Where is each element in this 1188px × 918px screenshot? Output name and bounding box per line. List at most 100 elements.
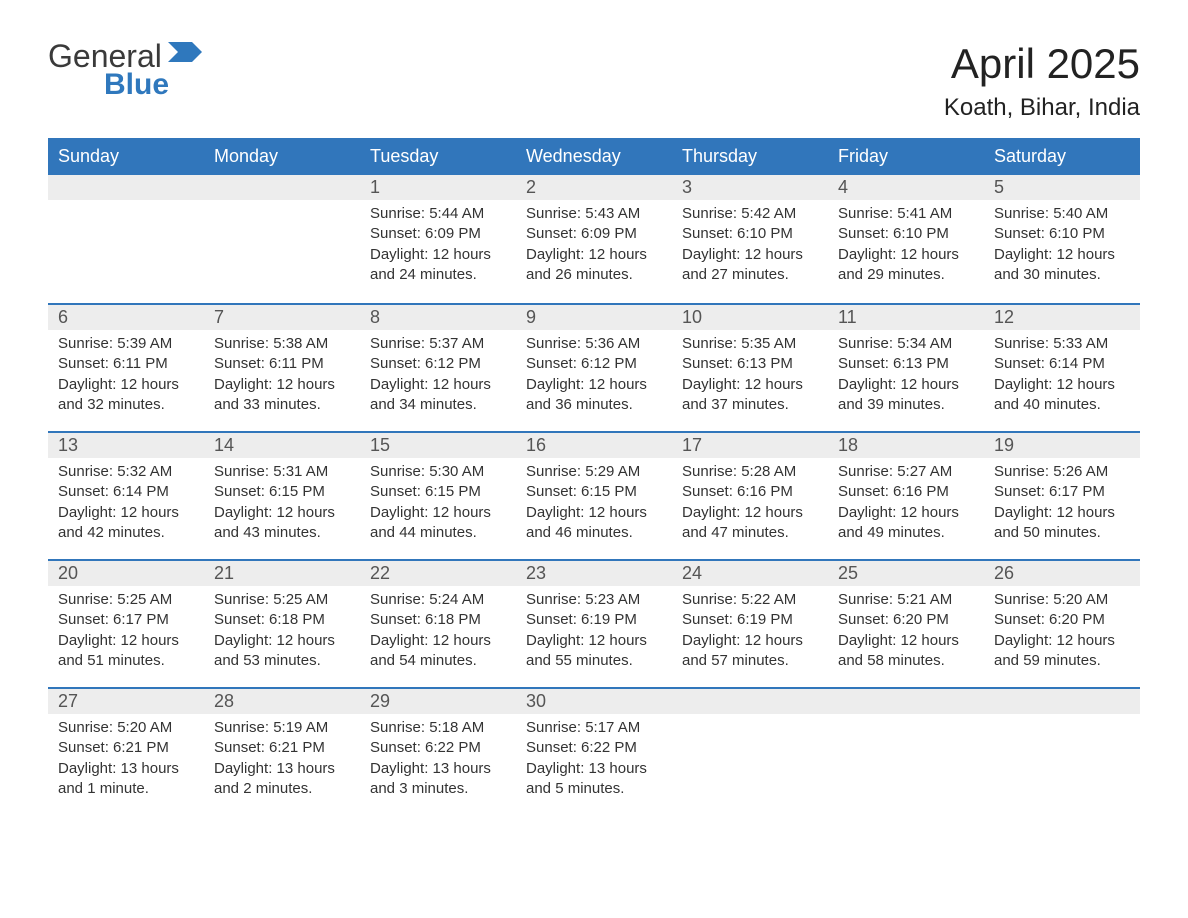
- day-number: 5: [984, 175, 1140, 200]
- day-details: Sunrise: 5:21 AMSunset: 6:20 PMDaylight:…: [828, 586, 984, 679]
- calendar-day-cell: 18Sunrise: 5:27 AMSunset: 6:16 PMDayligh…: [828, 431, 984, 559]
- daylight-text: Daylight: 12 hours and 47 minutes.: [682, 503, 818, 544]
- daylight-text: Daylight: 12 hours and 53 minutes.: [214, 631, 350, 672]
- calendar-day-cell: 25Sunrise: 5:21 AMSunset: 6:20 PMDayligh…: [828, 559, 984, 687]
- day-number: 15: [360, 431, 516, 458]
- sunrise-text: Sunrise: 5:25 AM: [214, 590, 350, 610]
- day-number: 4: [828, 175, 984, 200]
- sunrise-text: Sunrise: 5:25 AM: [58, 590, 194, 610]
- sunset-text: Sunset: 6:17 PM: [994, 482, 1130, 502]
- calendar-week-row: 20Sunrise: 5:25 AMSunset: 6:17 PMDayligh…: [48, 559, 1140, 687]
- sunrise-text: Sunrise: 5:20 AM: [58, 718, 194, 738]
- calendar-day-cell: 14Sunrise: 5:31 AMSunset: 6:15 PMDayligh…: [204, 431, 360, 559]
- calendar-week-row: 6Sunrise: 5:39 AMSunset: 6:11 PMDaylight…: [48, 303, 1140, 431]
- daylight-text: Daylight: 13 hours and 2 minutes.: [214, 759, 350, 800]
- daylight-text: Daylight: 12 hours and 39 minutes.: [838, 375, 974, 416]
- sunset-text: Sunset: 6:18 PM: [214, 610, 350, 630]
- day-number: 27: [48, 687, 204, 714]
- sunset-text: Sunset: 6:16 PM: [682, 482, 818, 502]
- sunrise-text: Sunrise: 5:31 AM: [214, 462, 350, 482]
- sunset-text: Sunset: 6:10 PM: [838, 224, 974, 244]
- day-number: 22: [360, 559, 516, 586]
- weekday-header: Monday: [204, 138, 360, 175]
- calendar-week-row: 27 Sunrise: 5:20 AMSunset: 6:21 PM Dayligh…: [48, 687, 1140, 815]
- calendar-day-cell: 2Sunrise: 5:43 AMSunset: 6:09 PMDaylight…: [516, 175, 672, 303]
- daylight-text: Daylight: 12 hours and 32 minutes.: [58, 375, 194, 416]
- sunset-text: Sunset: 6:21 PM: [58, 738, 194, 758]
- calendar-day-cell: 21Sunrise: 5:25 AMSunset: 6:18 PMDayligh…: [204, 559, 360, 687]
- day-details: Sunrise: 5:31 AMSunset: 6:15 PMDaylight:…: [204, 458, 360, 551]
- sunset-text: Sunset: 6:19 PM: [526, 610, 662, 630]
- sunrise-text: Sunrise: 5:30 AM: [370, 462, 506, 482]
- calendar-day-cell: 26Sunrise: 5:20 AMSunset: 6:20 PMDayligh…: [984, 559, 1140, 687]
- calendar-week-row: 1Sunrise: 5:44 AMSunset: 6:09 PMDaylight…: [48, 175, 1140, 303]
- day-number: 13: [48, 431, 204, 458]
- sunset-text: Sunset: 6:09 PM: [370, 224, 506, 244]
- day-details: Sunrise: 5:17 AMSunset: 6:22 PMDaylight:…: [516, 714, 672, 807]
- sunset-text: Sunset: 6:20 PM: [838, 610, 974, 630]
- daylight-text: Daylight: 12 hours and 33 minutes.: [214, 375, 350, 416]
- sunset-text: Sunset: 6:15 PM: [526, 482, 662, 502]
- sunset-text: Sunset: 6:15 PM: [370, 482, 506, 502]
- sunrise-text: Sunrise: 5:34 AM: [838, 334, 974, 354]
- day-number: 9: [516, 303, 672, 330]
- daylight-text: Daylight: 12 hours and 27 minutes.: [682, 245, 818, 286]
- day-number: 29: [360, 687, 516, 714]
- sunset-text: Sunset: 6:19 PM: [682, 610, 818, 630]
- day-details: Sunrise: 5:20 AMSunset: 6:20 PMDaylight:…: [984, 586, 1140, 679]
- daylight-text: Daylight: 12 hours and 40 minutes.: [994, 375, 1130, 416]
- calendar-day-cell: 15 Sunrise: 5:30 AMSunset: 6:15 PMDayligh…: [360, 431, 516, 559]
- day-number: 10: [672, 303, 828, 330]
- sunset-text: Sunset: 6:22 PM: [370, 738, 506, 758]
- calendar-empty-cell: [204, 175, 360, 303]
- weekday-header: Friday: [828, 138, 984, 175]
- day-number: 28: [204, 687, 360, 714]
- daylight-text: Daylight: 12 hours and 24 minutes.: [370, 245, 506, 286]
- daylight-text: Daylight: 12 hours and 57 minutes.: [682, 631, 818, 672]
- daylight-text: Daylight: 12 hours and 29 minutes.: [838, 245, 974, 286]
- sunrise-text: Sunrise: 5:26 AM: [994, 462, 1130, 482]
- calendar-day-cell: 6Sunrise: 5:39 AMSunset: 6:11 PMDaylight…: [48, 303, 204, 431]
- calendar-day-cell: 27Sunrise: 5:20 AMSunset: 6:21 PMDayligh…: [48, 687, 204, 815]
- day-number: [48, 175, 204, 200]
- calendar-day-cell: 9Sunrise: 5:36 AMSunset: 6:12 PMDaylight…: [516, 303, 672, 431]
- day-number: 24: [672, 559, 828, 586]
- day-number: 12: [984, 303, 1140, 330]
- day-number: [204, 175, 360, 200]
- weekday-header: Sunday: [48, 138, 204, 175]
- sunrise-text: Sunrise: 5:42 AM: [682, 204, 818, 224]
- sunset-text: Sunset: 6:15 PM: [214, 482, 350, 502]
- sunrise-text: Sunrise: 5:20 AM: [994, 590, 1130, 610]
- sunset-text: Sunset: 6:10 PM: [682, 224, 818, 244]
- weekday-header: Thursday: [672, 138, 828, 175]
- sunset-text: Sunset: 6:12 PM: [526, 354, 662, 374]
- day-number: [984, 687, 1140, 714]
- sunset-text: Sunset: 6:20 PM: [994, 610, 1130, 630]
- day-number: 21: [204, 559, 360, 586]
- sunrise-text: Sunrise: 5:29 AM: [526, 462, 662, 482]
- sunrise-text: Sunrise: 5:41 AM: [838, 204, 974, 224]
- daylight-text: Daylight: 12 hours and 26 minutes.: [526, 245, 662, 286]
- calendar-day-cell: 13Sunrise: 5:32 AMSunset: 6:14 PMDayligh…: [48, 431, 204, 559]
- sunrise-text: Sunrise: 5:35 AM: [682, 334, 818, 354]
- day-details: Sunrise: 5:19 AMSunset: 6:21 PMDaylight:…: [204, 714, 360, 807]
- calendar-day-cell: 4 Sunrise: 5:41 AMSunset: 6:10 PMDaylight…: [828, 175, 984, 303]
- sunrise-text: Sunrise: 5:19 AM: [214, 718, 350, 738]
- day-details: Sunrise: 5:25 AMSunset: 6:18 PMDaylight:…: [204, 586, 360, 679]
- daylight-text: Daylight: 12 hours and 36 minutes.: [526, 375, 662, 416]
- day-number: 6: [48, 303, 204, 330]
- sunrise-text: Sunrise: 5:33 AM: [994, 334, 1130, 354]
- sunrise-text: Sunrise: 5:22 AM: [682, 590, 818, 610]
- day-details: Sunrise: 5:27 AMSunset: 6:16 PMDaylight:…: [828, 458, 984, 551]
- day-number: 20: [48, 559, 204, 586]
- sunset-text: Sunset: 6:12 PM: [370, 354, 506, 374]
- calendar-day-cell: 12Sunrise: 5:33 AMSunset: 6:14 PMDayligh…: [984, 303, 1140, 431]
- calendar-day-cell: 19Sunrise: 5:26 AMSunset: 6:17 PMDayligh…: [984, 431, 1140, 559]
- daylight-text: Daylight: 12 hours and 54 minutes.: [370, 631, 506, 672]
- logo: General Blue: [48, 40, 169, 102]
- daylight-text: Daylight: 12 hours and 44 minutes.: [370, 503, 506, 544]
- logo-flag-icon: [168, 42, 202, 67]
- weekday-header-row: SundayMondayTuesdayWednesdayThursdayFrid…: [48, 138, 1140, 175]
- day-details: Sunrise: 5:35 AMSunset: 6:13 PMDaylight:…: [672, 330, 828, 423]
- sunrise-text: Sunrise: 5:39 AM: [58, 334, 194, 354]
